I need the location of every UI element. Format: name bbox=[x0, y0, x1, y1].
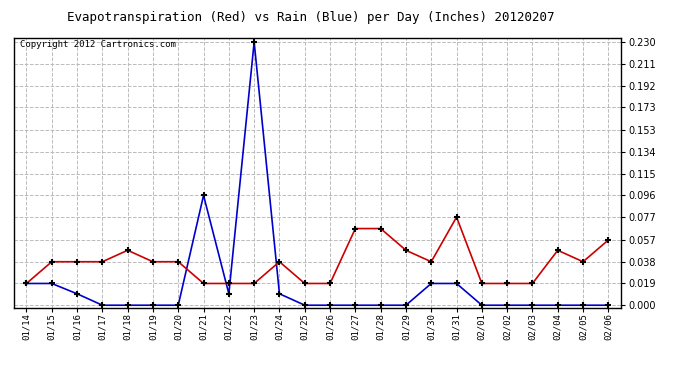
Text: Copyright 2012 Cartronics.com: Copyright 2012 Cartronics.com bbox=[20, 40, 176, 49]
Text: Evapotranspiration (Red) vs Rain (Blue) per Day (Inches) 20120207: Evapotranspiration (Red) vs Rain (Blue) … bbox=[67, 11, 554, 24]
